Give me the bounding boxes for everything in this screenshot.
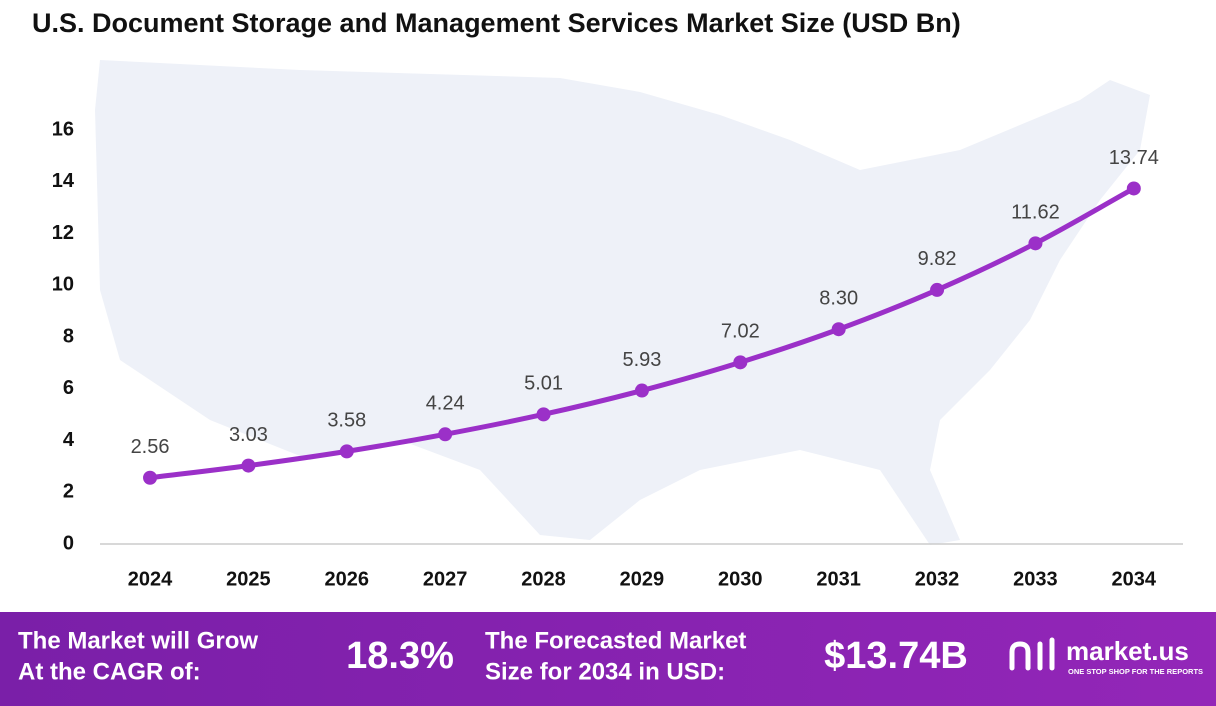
data-label: 3.58 bbox=[327, 410, 366, 432]
data-label: 5.93 bbox=[622, 349, 661, 371]
point bbox=[536, 407, 551, 422]
data-label: 11.62 bbox=[1011, 202, 1060, 224]
x-tick-label: 2033 bbox=[1013, 568, 1058, 590]
y-tick-label: 2 bbox=[63, 481, 74, 503]
x-tick-label: 2025 bbox=[226, 568, 271, 590]
point bbox=[930, 282, 945, 297]
brand-logo bbox=[1009, 637, 1055, 671]
map-silhouette bbox=[95, 60, 1150, 545]
forecast-text: Size for 2034 in USD: bbox=[485, 658, 725, 685]
point bbox=[241, 458, 256, 473]
cagr-text: At the CAGR of: bbox=[18, 658, 201, 685]
cagr-text: The Market will Grow bbox=[18, 627, 258, 654]
data-label: 9.82 bbox=[918, 248, 957, 270]
data-label: 2.56 bbox=[131, 436, 170, 458]
x-tick-label: 2031 bbox=[816, 568, 861, 590]
x-tick-label: 2027 bbox=[423, 568, 468, 590]
data-label: 7.02 bbox=[721, 321, 760, 343]
point bbox=[1028, 236, 1043, 251]
point bbox=[438, 427, 453, 442]
y-tick-label: 6 bbox=[63, 377, 74, 399]
point bbox=[1126, 181, 1141, 196]
point bbox=[143, 470, 158, 485]
cagr-value: 18.3% bbox=[346, 635, 454, 677]
data-label: 5.01 bbox=[524, 373, 563, 395]
brand-tagline: ONE STOP SHOP FOR THE REPORTS bbox=[1068, 667, 1203, 676]
point bbox=[634, 383, 649, 398]
x-tick-label: 2024 bbox=[128, 568, 173, 590]
chart-title: U.S. Document Storage and Management Ser… bbox=[32, 8, 961, 38]
y-tick-label: 12 bbox=[52, 222, 74, 244]
x-tick-label: 2030 bbox=[718, 568, 763, 590]
y-tick-label: 14 bbox=[52, 170, 75, 192]
y-tick-label: 10 bbox=[52, 274, 74, 296]
y-tick-label: 4 bbox=[63, 429, 75, 451]
x-tick-label: 2034 bbox=[1112, 568, 1157, 590]
x-tick-label: 2026 bbox=[325, 568, 370, 590]
point bbox=[831, 322, 846, 337]
data-label: 13.74 bbox=[1109, 147, 1159, 169]
brand-name: market.us bbox=[1066, 636, 1189, 666]
data-label: 8.30 bbox=[819, 288, 858, 310]
logo-mark bbox=[1009, 641, 1031, 671]
x-tick-label: 2028 bbox=[521, 568, 566, 590]
x-tick-label: 2032 bbox=[915, 568, 960, 590]
y-tick-label: 8 bbox=[63, 325, 74, 347]
forecast-text: The Forecasted Market bbox=[485, 627, 746, 654]
data-label: 3.03 bbox=[229, 424, 268, 446]
forecast-value: $13.74B bbox=[824, 635, 968, 677]
point bbox=[339, 444, 354, 459]
y-tick-label: 0 bbox=[63, 532, 74, 554]
x-tick-label: 2029 bbox=[620, 568, 665, 590]
data-label: 4.24 bbox=[426, 393, 465, 415]
y-tick-label: 16 bbox=[52, 118, 74, 140]
point bbox=[733, 355, 748, 370]
